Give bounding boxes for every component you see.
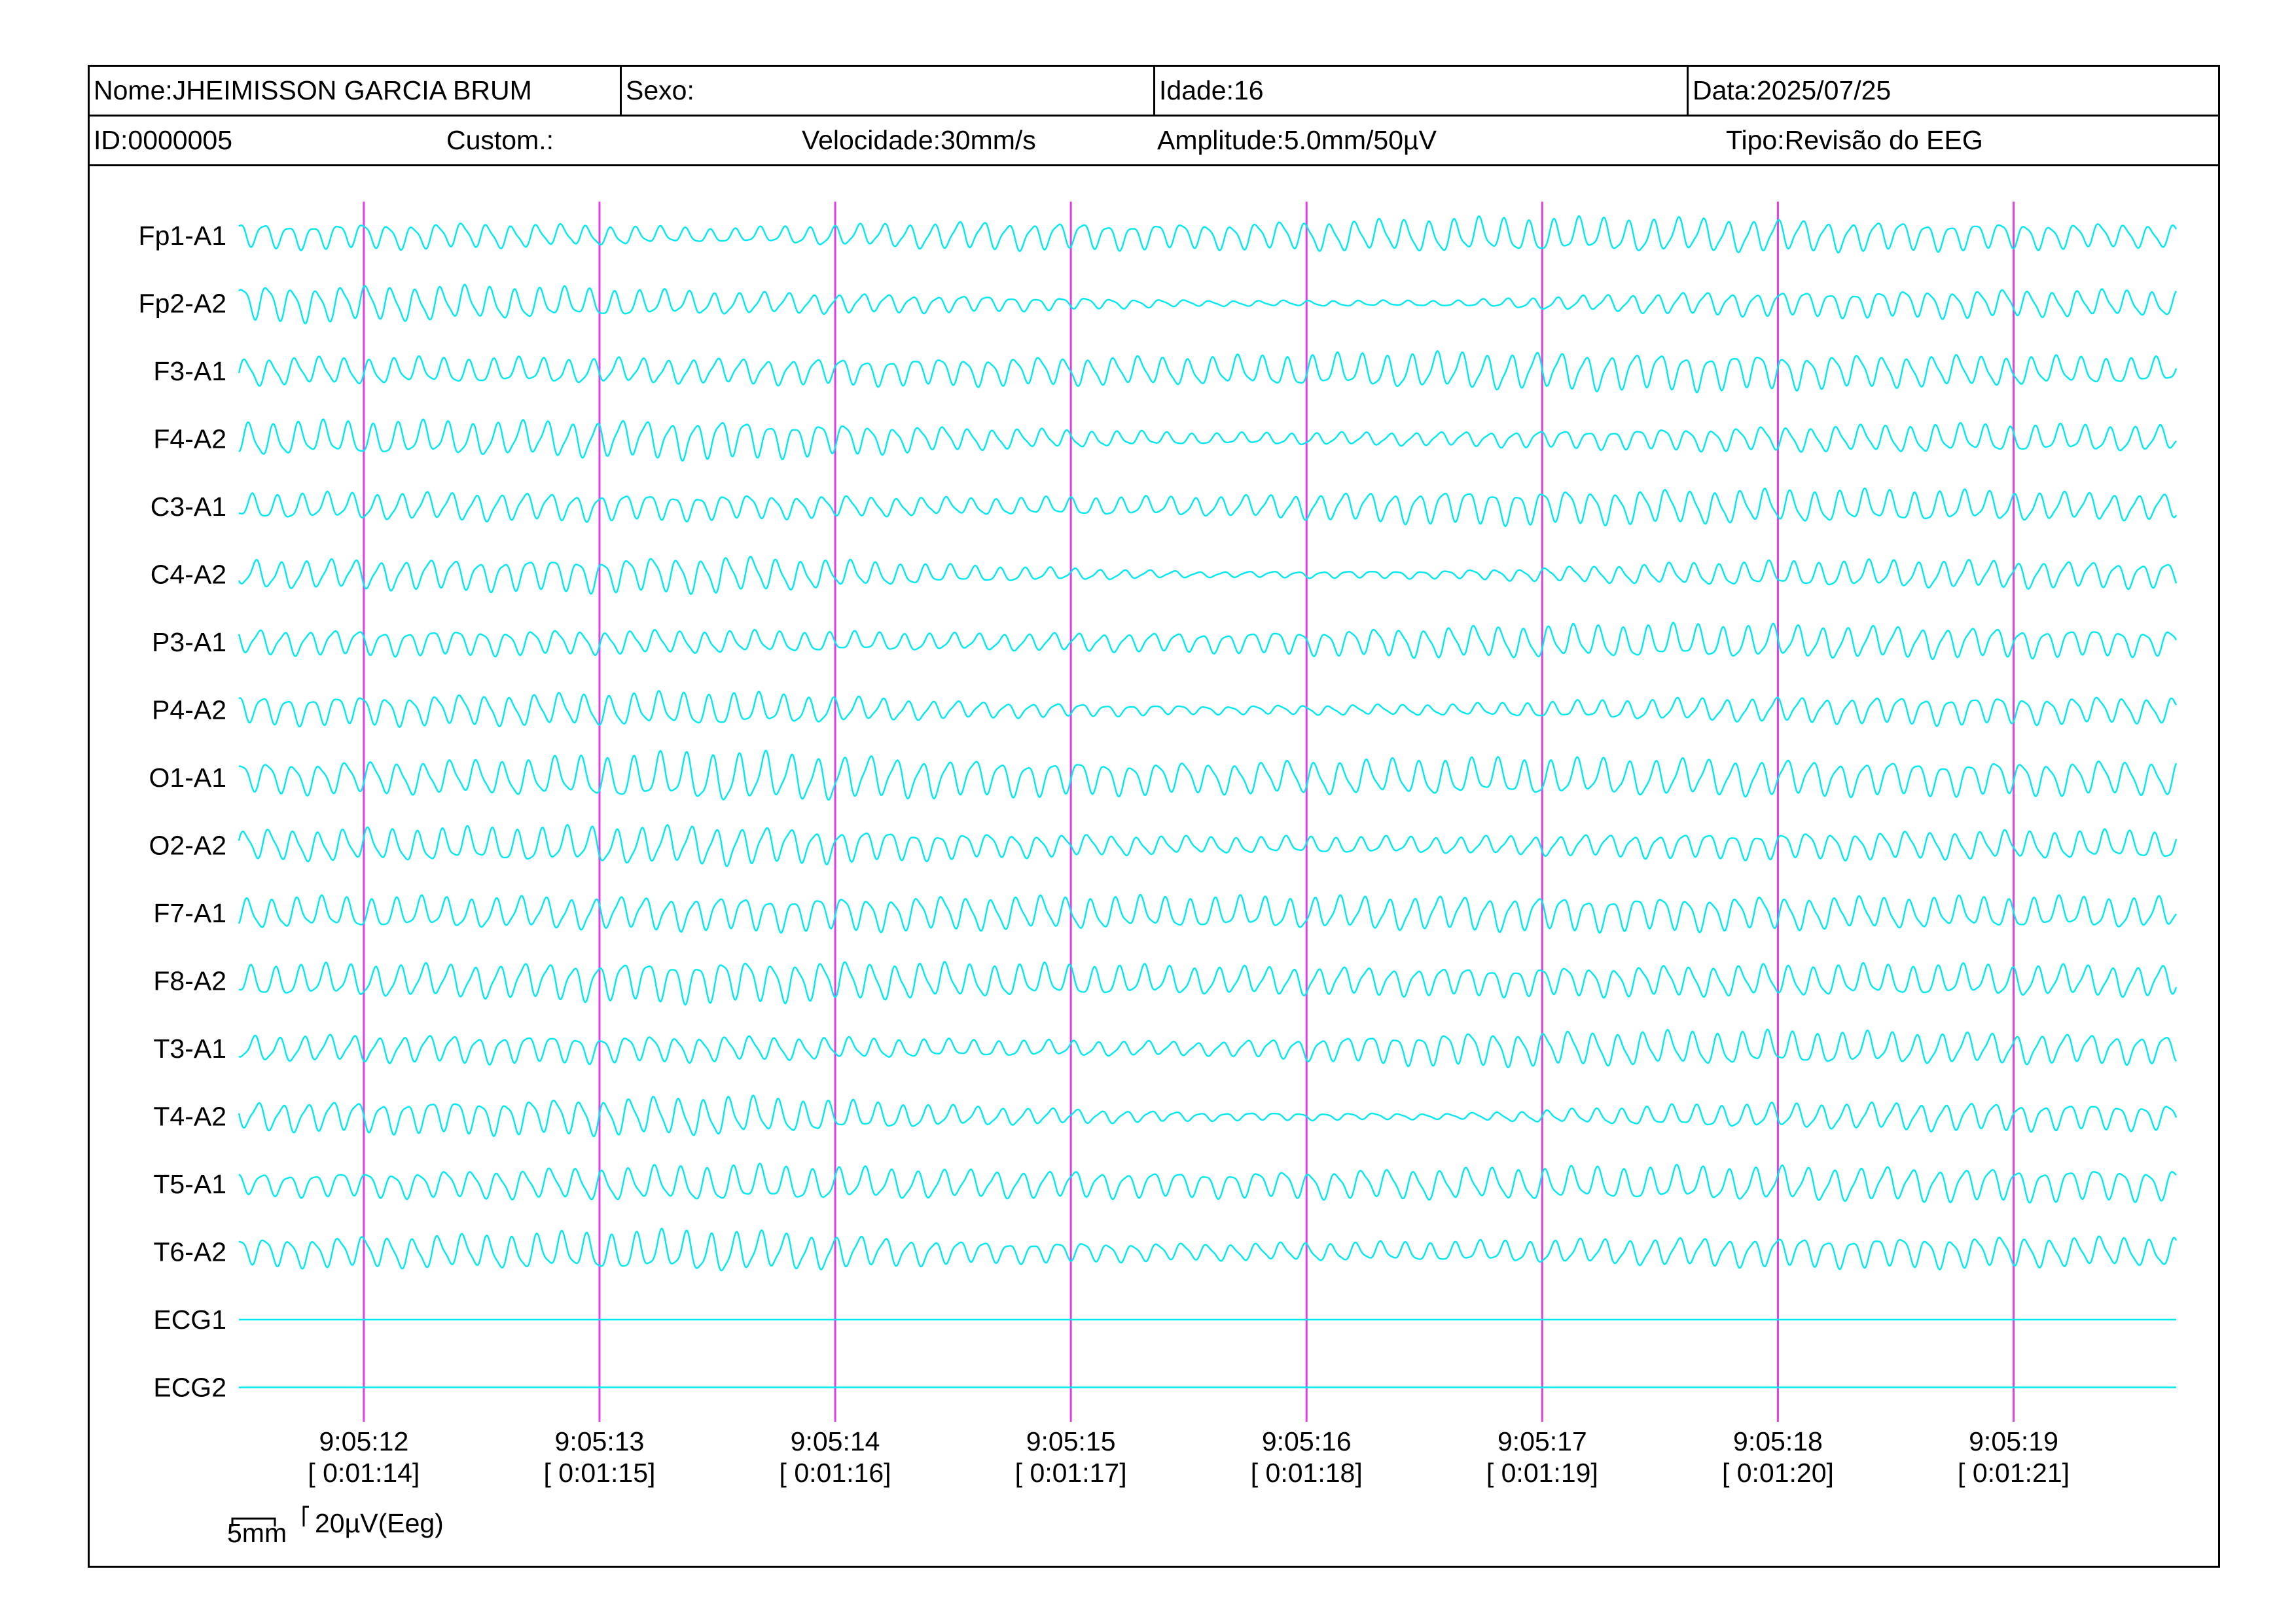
patient-name: Nome:JHEIMISSON GARCIA BRUM <box>94 75 532 105</box>
time-tick-label: 9:05:15 <box>1026 1426 1116 1456</box>
eeg-trace-t6-a2 <box>238 1227 2178 1272</box>
header-row-patient: Nome:JHEIMISSON GARCIA BRUM Sexo: Idade:… <box>90 67 2218 117</box>
channel-label: T4-A2 <box>153 1102 226 1132</box>
elapsed-tick-label: [ 0:01:19] <box>1486 1458 1598 1488</box>
eeg-trace-fp2-a2 <box>238 283 2178 325</box>
time-scale-bracket <box>231 1517 276 1526</box>
date-cell: Data:2025/07/25 <box>1687 67 2218 115</box>
eeg-trace-p3-a1 <box>238 621 2178 660</box>
age-cell: Idade:16 <box>1153 67 1687 115</box>
channel-label-layer: Fp1-A1 Fp2-A2 F3-A1 F4-A2 C3-A1 C4-A2 P3-A1 P4-… <box>139 221 226 1403</box>
channel-label: F8-A2 <box>153 966 226 996</box>
elapsed-tick-label: [ 0:01:14] <box>308 1458 420 1488</box>
amplitude-scale-bracket <box>302 1506 309 1526</box>
elapsed-tick-label: [ 0:01:17] <box>1015 1458 1127 1488</box>
channel-label: O2-A2 <box>149 831 227 861</box>
eeg-trace-fp1-a1 <box>238 215 2178 254</box>
channel-label: P4-A2 <box>152 695 226 725</box>
channel-label: F4-A2 <box>153 424 226 454</box>
time-tick-label: 9:05:17 <box>1498 1426 1587 1456</box>
eeg-trace-o2-a2 <box>238 823 2178 867</box>
eeg-trace-c3-a1 <box>238 487 2178 528</box>
report-frame: Nome:JHEIMISSON GARCIA BRUM Sexo: Idade:… <box>88 65 2220 1568</box>
patient-id: ID:0000005 <box>94 125 233 155</box>
time-tick-label: 9:05:19 <box>1969 1426 2058 1456</box>
time-tick-label: 9:05:16 <box>1262 1426 1352 1456</box>
elapsed-tick-label: [ 0:01:18] <box>1251 1458 1363 1488</box>
eeg-trace-f4-a2 <box>238 418 2177 461</box>
patient-sex: Sexo: <box>626 75 694 105</box>
speed-setting: Velocidade:30mm/s <box>802 125 1036 155</box>
custom-field: Custom.: <box>446 125 554 155</box>
channel-label: C4-A2 <box>151 560 226 590</box>
channel-label: T3-A1 <box>153 1034 226 1064</box>
time-tick-label: 9:05:12 <box>319 1426 408 1456</box>
time-tick-label: 9:05:14 <box>791 1426 880 1456</box>
eeg-trace-p4-a2 <box>238 690 2178 728</box>
channel-label: T5-A1 <box>153 1169 226 1199</box>
channel-label: Fp1-A1 <box>139 221 226 251</box>
time-tick-label: 9:05:18 <box>1733 1426 1823 1456</box>
exam-type: Tipo:Revisão do EEG <box>1726 125 1983 155</box>
eeg-trace-f3-a1 <box>238 350 2178 393</box>
channel-label: P3-A1 <box>152 627 226 657</box>
eeg-trace-t5-a1 <box>238 1163 2177 1204</box>
elapsed-tick-label: [ 0:01:16] <box>780 1458 891 1488</box>
header-row-settings: ID:0000005 Custom.: Velocidade:30mm/s Am… <box>90 117 2218 166</box>
elapsed-tick-label: [ 0:01:15] <box>543 1458 655 1488</box>
channel-label: T6-A2 <box>153 1237 226 1267</box>
eeg-trace-o1-a1 <box>239 749 2178 801</box>
time-marker-layer <box>363 202 2015 1422</box>
channel-label: O1-A1 <box>149 763 227 793</box>
exam-date: Data:2025/07/25 <box>1693 75 1892 105</box>
eeg-trace-f8-a2 <box>238 961 2178 1006</box>
time-tick-layer: 9:05:12[ 0:01:14] 9:05:13[ 0:01:15] 9:05:1… <box>308 1426 2070 1488</box>
amplitude-scale-label: 20µV(Eeg) <box>315 1508 444 1538</box>
patient-name-cell: Nome:JHEIMISSON GARCIA BRUM <box>90 67 620 115</box>
amplitude-setting: Amplitude:5.0mm/50µV <box>1157 125 1437 155</box>
eeg-trace-t4-a2 <box>238 1094 2178 1138</box>
time-scale-label: 5mm <box>227 1518 287 1548</box>
trace-layer <box>238 215 2178 1388</box>
elapsed-tick-label: [ 0:01:21] <box>1958 1458 2070 1488</box>
channel-label: C3-A1 <box>151 492 226 522</box>
eeg-trace-t3-a1 <box>238 1028 2177 1068</box>
scale-bar: 5mm 20µV(Eeg) <box>227 1506 444 1548</box>
eeg-trace-f7-a1 <box>238 893 2178 934</box>
patient-age: Idade:16 <box>1159 75 1264 105</box>
channel-label: Fp2-A2 <box>139 289 226 319</box>
sex-cell: Sexo: <box>620 67 1153 115</box>
eeg-trace-c4-a2 <box>238 556 2178 595</box>
time-tick-label: 9:05:13 <box>555 1426 645 1456</box>
channel-label: ECG2 <box>153 1373 226 1403</box>
elapsed-tick-label: [ 0:01:20] <box>1722 1458 1834 1488</box>
channel-label: ECG1 <box>153 1305 226 1335</box>
channel-label: F3-A1 <box>153 356 226 386</box>
channel-label: F7-A1 <box>153 898 226 928</box>
